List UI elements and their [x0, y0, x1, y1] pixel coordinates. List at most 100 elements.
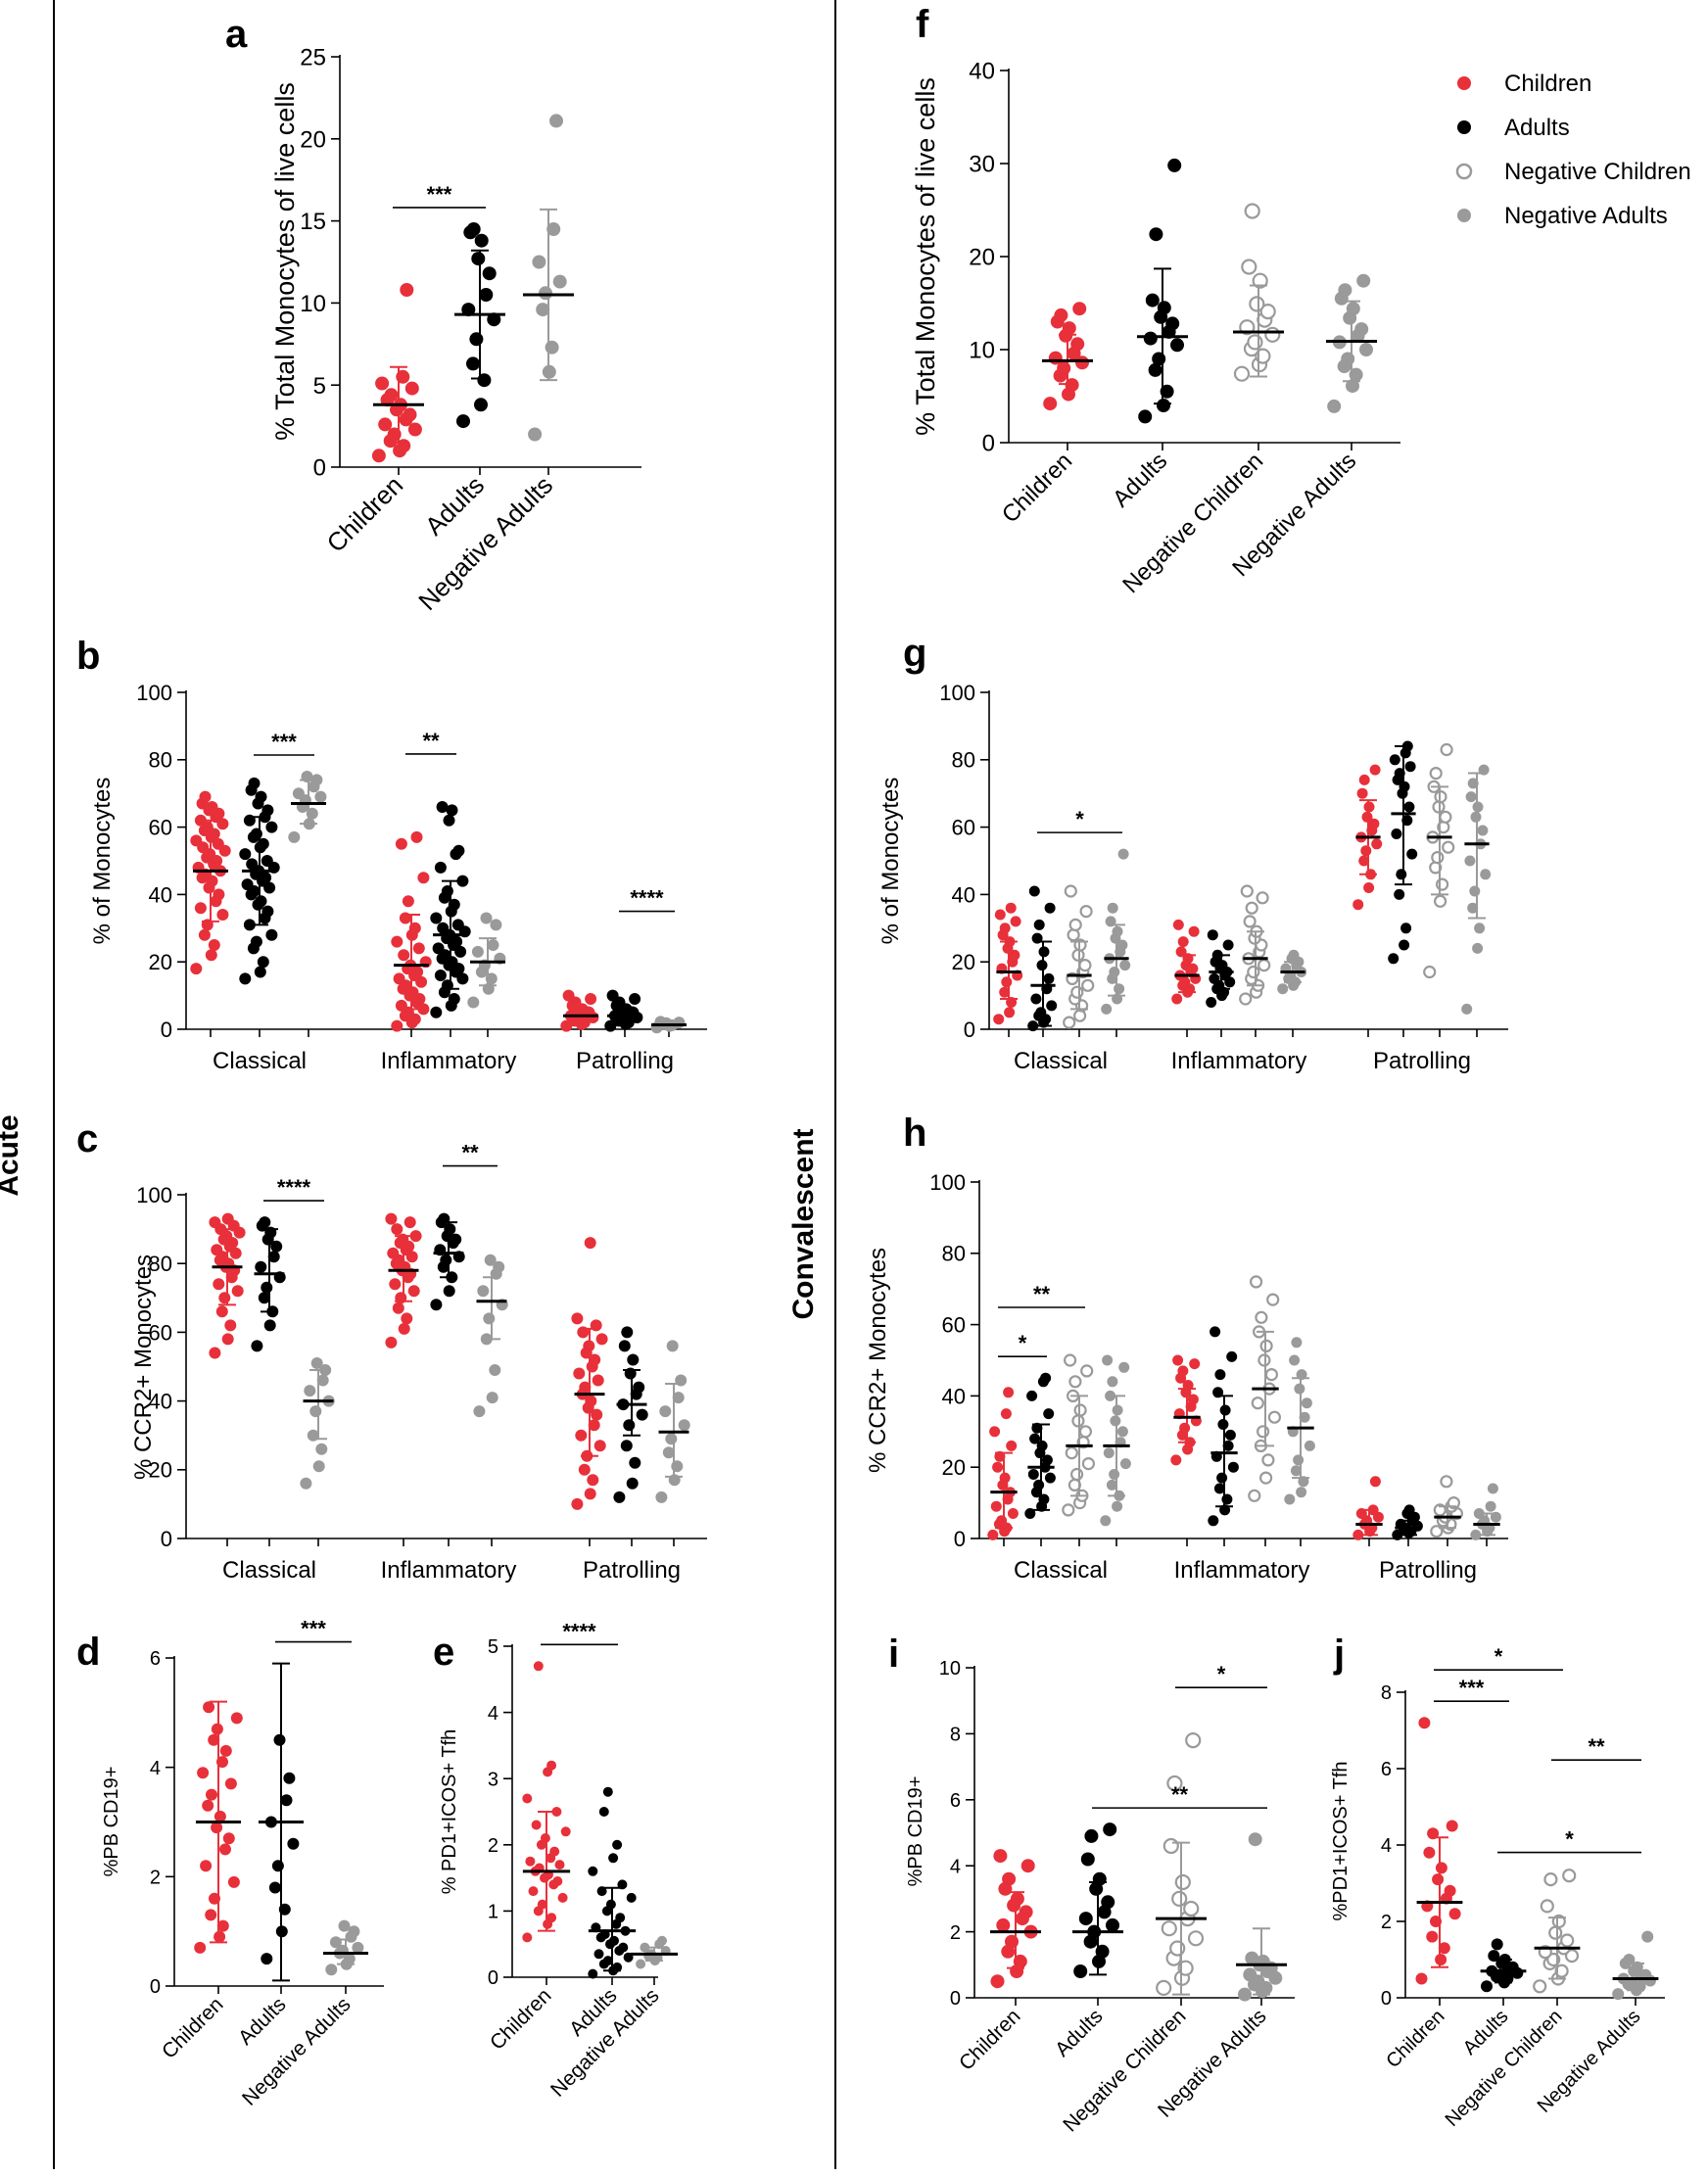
data-point [1027, 1469, 1039, 1480]
data-point [300, 1477, 312, 1490]
y-tick-label: 0 [950, 1988, 961, 2010]
data-point [613, 1491, 626, 1503]
data-point [540, 1833, 550, 1843]
data-point [1112, 1500, 1123, 1512]
data-point [1044, 1472, 1056, 1484]
data-point [487, 312, 501, 327]
data-point [316, 1374, 329, 1387]
data-point [1177, 1365, 1189, 1377]
data-point [215, 1305, 228, 1318]
significance-label: * [1565, 1827, 1574, 1852]
data-point [1259, 304, 1276, 320]
data-point [216, 1919, 229, 1932]
data-point [537, 1899, 547, 1910]
data-point [203, 1701, 215, 1714]
group-children [1171, 919, 1202, 1005]
data-point [1423, 965, 1437, 979]
data-point [522, 1932, 533, 1943]
data-point [1213, 1483, 1225, 1494]
group-negative-children [1533, 1869, 1581, 1994]
group-adults [454, 222, 505, 429]
y-tick-label: 80 [149, 1252, 172, 1276]
data-point [1304, 1440, 1315, 1451]
data-point [1116, 1426, 1128, 1438]
data-point [255, 790, 267, 803]
data-point [1183, 1900, 1200, 1917]
data-point [1145, 293, 1160, 308]
data-point [1004, 1007, 1016, 1018]
data-point [231, 1285, 244, 1298]
group-negative-adults [655, 1340, 690, 1503]
category-label: Classical [1014, 1557, 1108, 1584]
data-point [588, 1866, 598, 1876]
group-negative-children [1423, 742, 1455, 979]
group-negative-adults [288, 771, 327, 843]
group-adults [588, 1786, 637, 1979]
data-point [1464, 855, 1476, 867]
data-point [456, 875, 469, 887]
data-point [1438, 1942, 1450, 1955]
group-negative-adults [322, 1919, 369, 1976]
data-point [259, 1216, 271, 1229]
data-point [1255, 1310, 1268, 1324]
data-point [261, 1953, 273, 1965]
data-point [1119, 960, 1131, 971]
y-tick-label: 2 [488, 1835, 498, 1857]
data-point [626, 1477, 639, 1490]
data-point [662, 1446, 675, 1459]
data-point [602, 1956, 613, 1966]
data-point [1078, 1425, 1093, 1439]
data-point [1217, 1419, 1229, 1430]
y-tick-label: 6 [1381, 1759, 1392, 1780]
data-point [1240, 884, 1254, 898]
y-tick-label: 0 [488, 1967, 498, 1989]
data-point [194, 902, 207, 915]
data-point [1256, 891, 1269, 905]
y-tick-label: 100 [136, 1183, 172, 1207]
data-point [1403, 1504, 1415, 1516]
category-label: Inflammatory [381, 1048, 517, 1074]
data-point [265, 821, 278, 833]
data-point [1446, 1820, 1458, 1832]
data-point [309, 1405, 322, 1418]
y-tick-label: 60 [149, 816, 172, 840]
data-point [571, 1497, 584, 1510]
group-negative-adults [523, 114, 574, 442]
y-tick-label: 100 [939, 681, 975, 705]
data-point [591, 1408, 603, 1421]
data-point [471, 945, 484, 958]
significance-label: *** [1459, 1676, 1485, 1700]
data-point [1470, 1529, 1482, 1540]
data-point [990, 1974, 1005, 1989]
data-point [292, 787, 305, 800]
data-point [222, 1832, 235, 1845]
panel-f: f 0 10 20 30 40 % Total Monocytes of live cell… [911, 3, 1400, 598]
data-point [1429, 766, 1443, 781]
data-point [1356, 787, 1368, 799]
y-axis-label: %PB CD19+ [905, 1776, 926, 1887]
data-point [585, 993, 597, 1005]
group-children [391, 830, 432, 1032]
data-point [443, 814, 455, 827]
data-point [208, 1733, 220, 1746]
y-tick-label: 20 [149, 950, 172, 974]
data-point [456, 414, 470, 429]
data-point [1243, 1967, 1257, 1982]
data-point [1485, 1500, 1496, 1512]
data-point [211, 1244, 223, 1256]
data-point [620, 1440, 633, 1452]
y-tick-label: 40 [149, 1390, 172, 1414]
legend-item: Adults [1457, 115, 1570, 141]
data-point [595, 1333, 608, 1346]
data-point [990, 1500, 1002, 1512]
data-point [1026, 1390, 1038, 1401]
data-point [602, 1786, 613, 1797]
y-tick-label: 10 [300, 291, 326, 317]
data-point [219, 1843, 231, 1856]
data-point [1161, 1920, 1177, 1937]
group-negative-children [1233, 203, 1284, 382]
y-tick-label: 4 [950, 1856, 961, 1877]
data-point [1206, 997, 1217, 1008]
data-point [243, 919, 256, 931]
legend-marker [1457, 120, 1471, 134]
